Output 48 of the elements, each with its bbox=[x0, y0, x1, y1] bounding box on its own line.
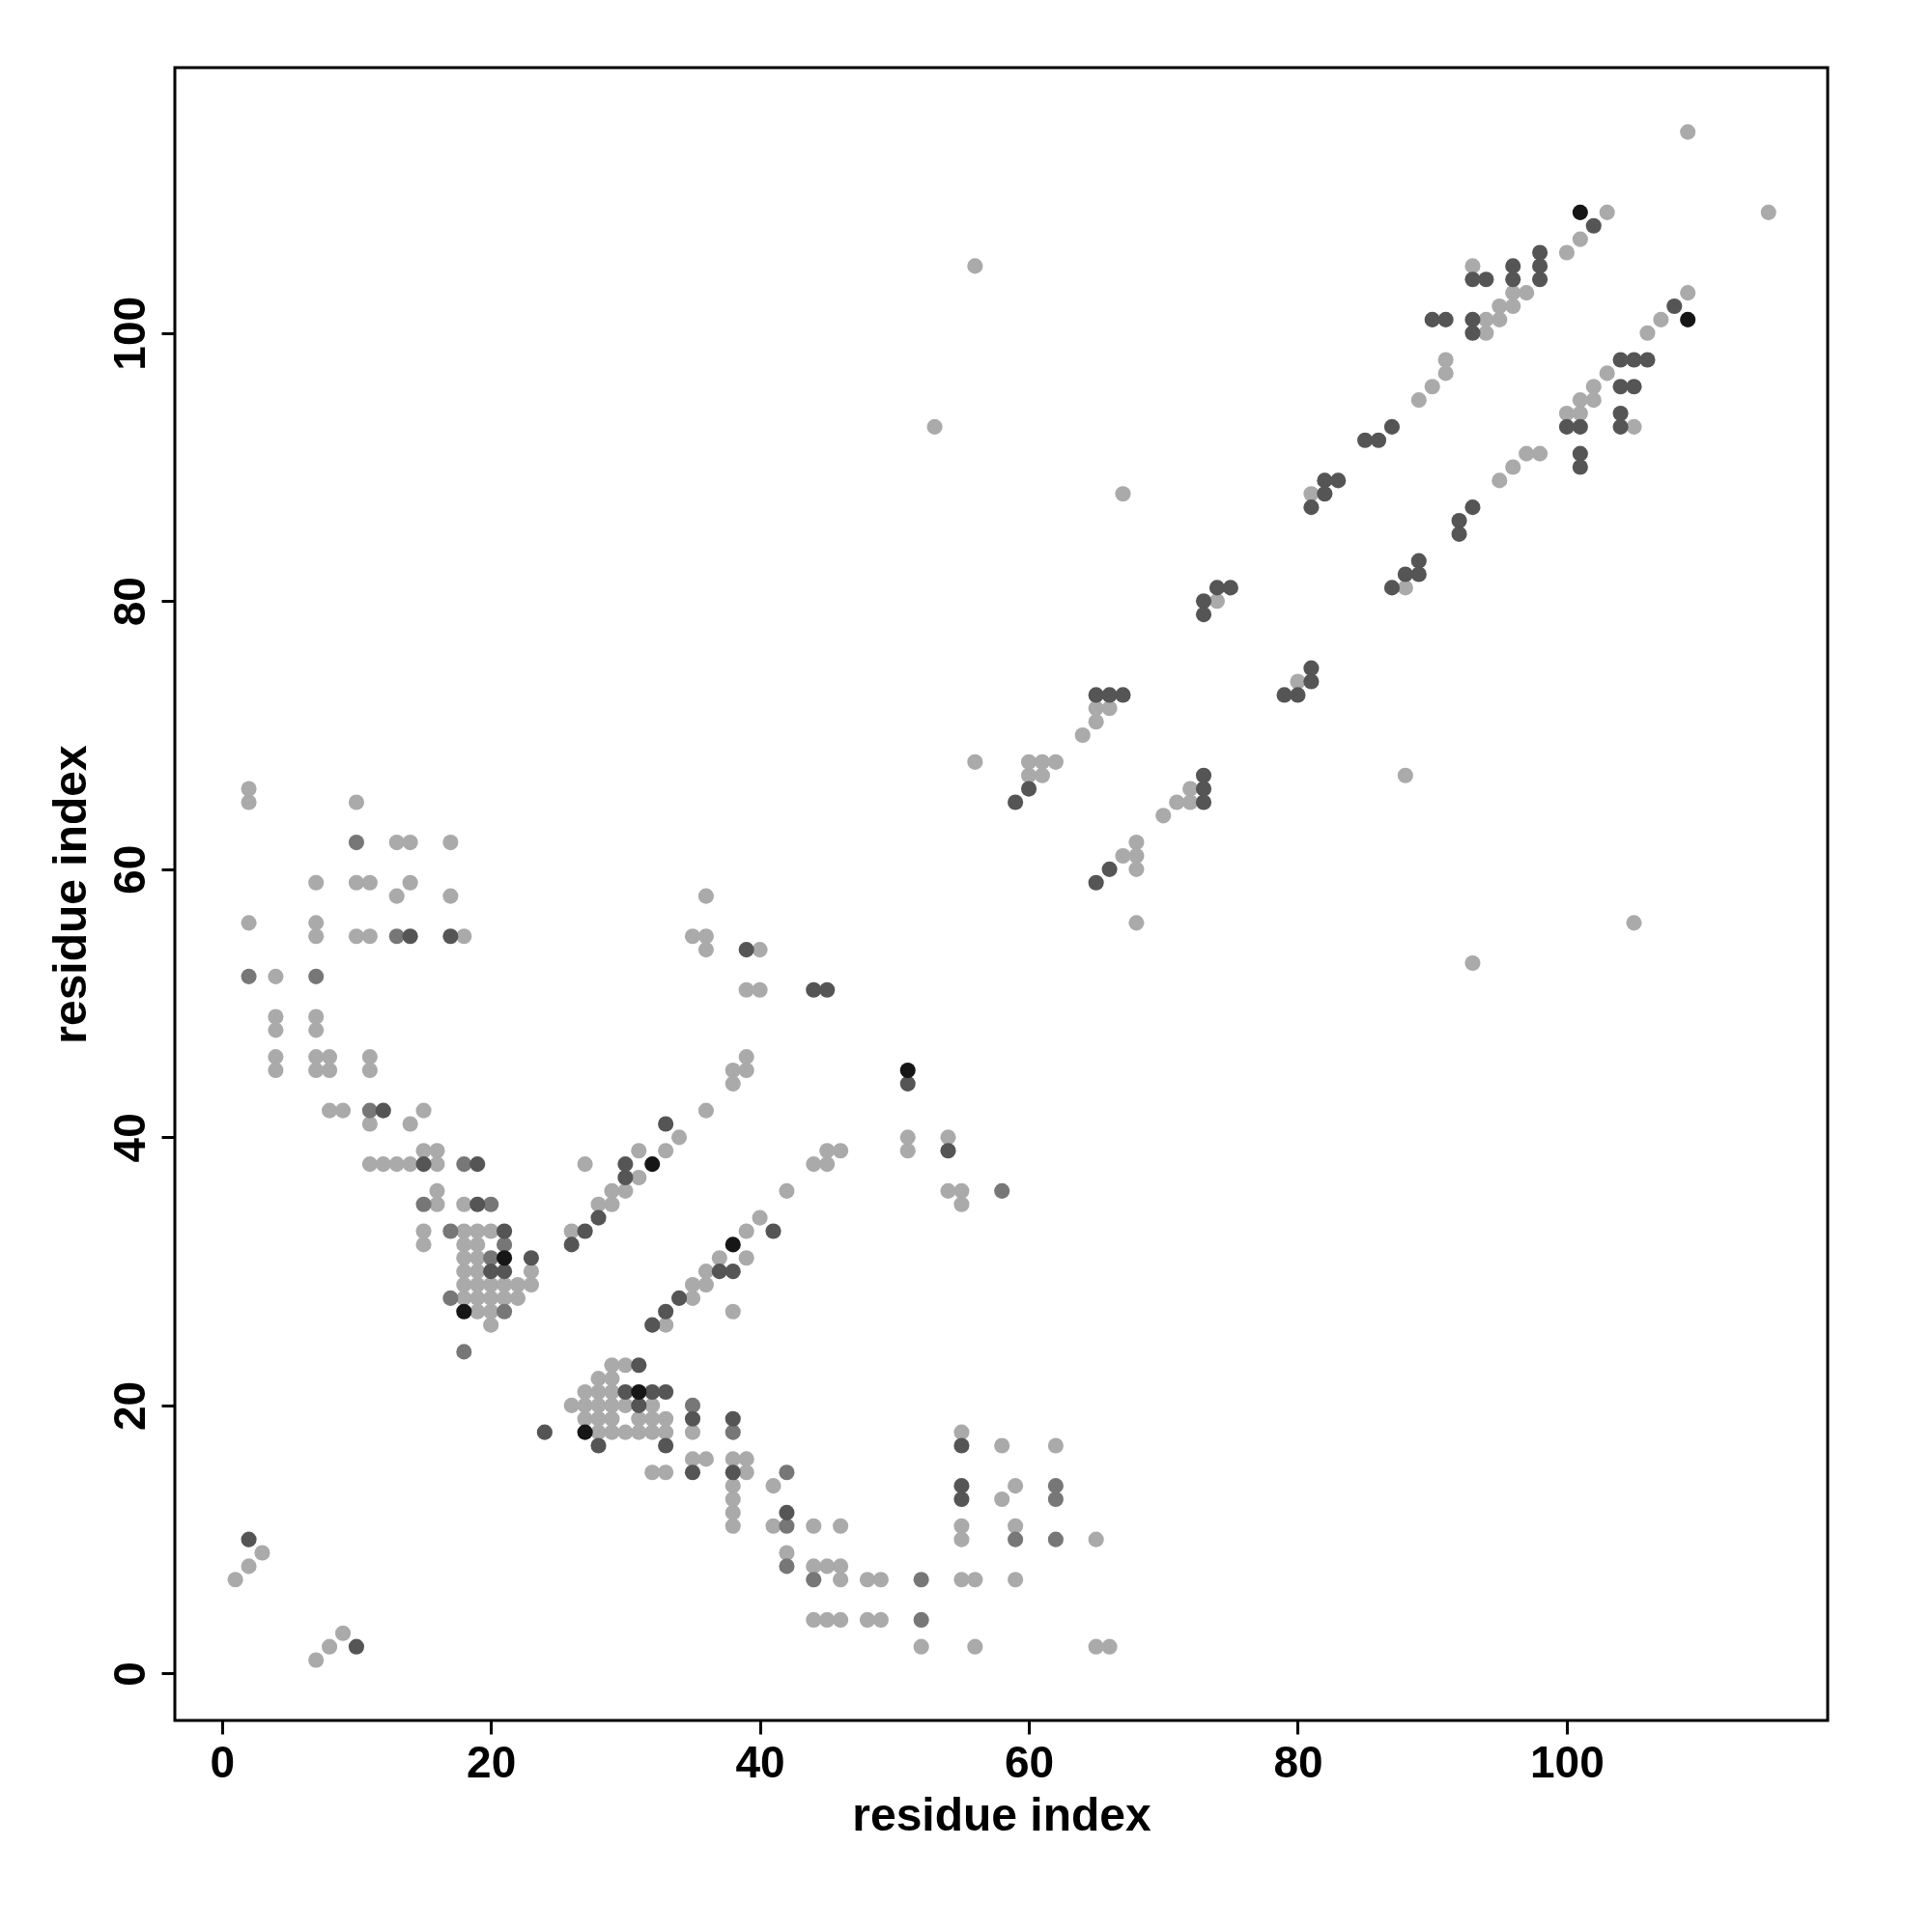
point bbox=[577, 1424, 593, 1440]
point bbox=[497, 1303, 513, 1320]
point bbox=[1572, 204, 1588, 220]
y-axis-title: residue index bbox=[43, 744, 96, 1044]
point bbox=[1047, 1478, 1064, 1494]
point bbox=[497, 1250, 513, 1266]
x-tick-label: 40 bbox=[735, 1736, 785, 1787]
point bbox=[779, 1518, 795, 1534]
x-tick-label: 100 bbox=[1530, 1736, 1605, 1787]
point bbox=[308, 968, 325, 984]
x-axis-title: residue index bbox=[852, 1788, 1152, 1840]
point bbox=[456, 1344, 472, 1360]
point bbox=[913, 1572, 929, 1588]
point bbox=[456, 1156, 472, 1173]
point bbox=[779, 1558, 795, 1575]
point bbox=[779, 1464, 795, 1481]
y-tick-label: 0 bbox=[103, 1662, 155, 1687]
point bbox=[361, 1102, 378, 1119]
point bbox=[1680, 311, 1696, 327]
x-tick-label: 20 bbox=[467, 1736, 517, 1787]
point bbox=[994, 1182, 1010, 1199]
point bbox=[684, 1397, 701, 1413]
point bbox=[724, 1424, 741, 1440]
point bbox=[644, 1156, 661, 1173]
point bbox=[631, 1383, 647, 1401]
point bbox=[1008, 1531, 1024, 1548]
x-tick-label: 80 bbox=[1273, 1736, 1323, 1787]
y-tick-label: 20 bbox=[103, 1380, 155, 1431]
point bbox=[913, 1611, 929, 1628]
y-tick-label: 100 bbox=[103, 296, 155, 371]
point bbox=[388, 928, 405, 945]
y-tick-label: 60 bbox=[103, 844, 155, 895]
point bbox=[415, 1196, 432, 1212]
y-tick-label: 40 bbox=[103, 1113, 155, 1163]
point bbox=[1047, 1531, 1064, 1548]
point bbox=[442, 1290, 459, 1306]
point bbox=[806, 1572, 822, 1588]
point bbox=[442, 1223, 459, 1239]
point bbox=[456, 1303, 472, 1320]
x-tick-label: 60 bbox=[1004, 1736, 1055, 1787]
point bbox=[899, 1062, 916, 1079]
point bbox=[724, 1236, 741, 1253]
point bbox=[1047, 1491, 1064, 1508]
point bbox=[483, 1196, 499, 1212]
x-tick-label: 0 bbox=[210, 1736, 236, 1787]
y-tick-label: 80 bbox=[103, 577, 155, 627]
point bbox=[348, 835, 365, 851]
point bbox=[241, 968, 257, 984]
